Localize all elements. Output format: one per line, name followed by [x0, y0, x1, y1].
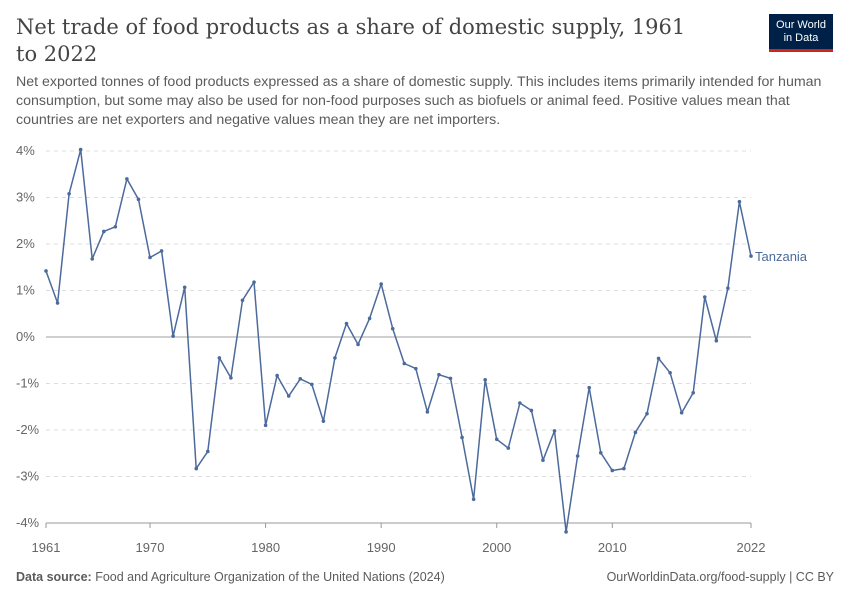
y-axis-ticks: 4% 3% 2% 1% 0% -1% -2% -3% -4% — [16, 143, 40, 530]
data-point[interactable] — [101, 229, 106, 234]
chart-subtitle: Net exported tonnes of food products exp… — [16, 74, 822, 128]
data-point[interactable] — [333, 356, 337, 360]
x-tick-label: 2022 — [737, 540, 766, 555]
x-tick-label: 2000 — [482, 540, 511, 555]
data-point[interactable] — [113, 224, 118, 229]
data-point[interactable] — [78, 147, 83, 152]
x-tick-label: 1980 — [251, 540, 280, 555]
x-tick-label: 2010 — [598, 540, 627, 555]
data-point[interactable] — [668, 371, 672, 375]
data-point[interactable] — [286, 394, 291, 398]
data-point[interactable] — [506, 446, 511, 450]
data-point[interactable] — [206, 449, 210, 454]
footer-url[interactable]: OurWorldinData.org/food-supply | CC BY — [606, 570, 834, 584]
data-point[interactable] — [529, 408, 534, 413]
data-point[interactable] — [344, 321, 349, 326]
data-point[interactable] — [356, 342, 360, 347]
data-point[interactable] — [425, 410, 430, 414]
data-point[interactable] — [518, 401, 522, 405]
data-point[interactable] — [298, 377, 303, 381]
series-layer: Tanzania — [44, 147, 808, 534]
y-tick-label: -4% — [16, 515, 40, 530]
logo-line-2: in Data — [783, 32, 819, 44]
chart-title: Net trade of food products as a share of… — [16, 15, 686, 66]
data-point[interactable] — [575, 454, 580, 458]
logo-line-1: Our World — [776, 19, 826, 31]
data-point[interactable] — [645, 411, 649, 416]
data-point[interactable] — [552, 429, 557, 433]
data-point[interactable] — [437, 372, 441, 377]
data-point[interactable] — [379, 282, 383, 286]
data-point[interactable] — [240, 298, 245, 303]
data-point[interactable] — [263, 423, 268, 428]
x-tick-label: 1970 — [136, 540, 165, 555]
data-point[interactable] — [460, 435, 464, 440]
data-point[interactable] — [494, 437, 499, 442]
data-point[interactable] — [737, 199, 742, 204]
y-tick-label: -1% — [16, 376, 40, 391]
data-point[interactable] — [229, 376, 233, 380]
series-label[interactable]: Tanzania — [755, 249, 808, 264]
data-point[interactable] — [125, 177, 129, 181]
data-point[interactable] — [67, 191, 71, 196]
data-source-text[interactable]: Food and Agriculture Organization of the… — [95, 570, 445, 584]
data-point[interactable] — [598, 450, 603, 455]
data-point[interactable] — [90, 257, 95, 261]
y-tick-label: -2% — [16, 422, 40, 437]
data-point[interactable] — [194, 466, 199, 471]
y-tick-label: 0% — [16, 329, 35, 344]
data-point[interactable] — [483, 377, 487, 382]
data-point[interactable] — [471, 497, 476, 502]
data-point[interactable] — [610, 468, 615, 473]
x-tick-label: 1990 — [367, 540, 396, 555]
data-point[interactable] — [714, 338, 719, 343]
data-point[interactable] — [217, 356, 222, 360]
x-tick-label: 1961 — [32, 540, 61, 555]
data-point[interactable] — [622, 466, 626, 471]
data-point[interactable] — [390, 326, 395, 331]
data-point[interactable] — [402, 361, 407, 366]
y-tick-label: 1% — [16, 283, 35, 298]
data-source: Data source: Food and Agriculture Organi… — [16, 570, 445, 584]
y-tick-label: -3% — [16, 469, 40, 484]
y-tick-label: 3% — [16, 190, 35, 205]
data-point[interactable] — [310, 382, 314, 387]
data-point[interactable] — [587, 385, 591, 390]
data-point[interactable] — [679, 410, 684, 415]
y-tick-label: 4% — [16, 143, 35, 158]
data-point[interactable] — [148, 255, 152, 260]
series-line[interactable] — [45, 148, 752, 533]
data-point[interactable] — [541, 458, 545, 463]
data-point[interactable] — [702, 295, 707, 299]
data-point[interactable] — [414, 366, 418, 371]
data-point[interactable] — [44, 269, 48, 273]
data-point[interactable] — [55, 301, 60, 305]
grid-lines — [46, 150, 751, 524]
data-point[interactable] — [182, 285, 187, 290]
owid-logo[interactable]: Our World in Data — [769, 14, 833, 52]
data-point[interactable] — [275, 373, 279, 378]
x-axis-ticks: 1961 1970 1980 1990 2000 2010 2022 — [32, 522, 766, 555]
y-tick-label: 2% — [16, 236, 35, 251]
data-point[interactable] — [321, 419, 326, 423]
data-point[interactable] — [691, 391, 696, 395]
data-point[interactable] — [171, 334, 175, 338]
data-point[interactable] — [252, 280, 256, 284]
data-point[interactable] — [136, 197, 141, 202]
data-point[interactable] — [656, 356, 661, 361]
data-source-label: Data source: — [16, 570, 92, 584]
data-point[interactable] — [367, 316, 372, 321]
data-point[interactable] — [159, 249, 164, 253]
data-point[interactable] — [726, 286, 730, 290]
data-point[interactable] — [448, 376, 453, 381]
data-point[interactable] — [633, 430, 638, 435]
data-point[interactable] — [564, 530, 568, 534]
data-point[interactable] — [749, 254, 753, 258]
